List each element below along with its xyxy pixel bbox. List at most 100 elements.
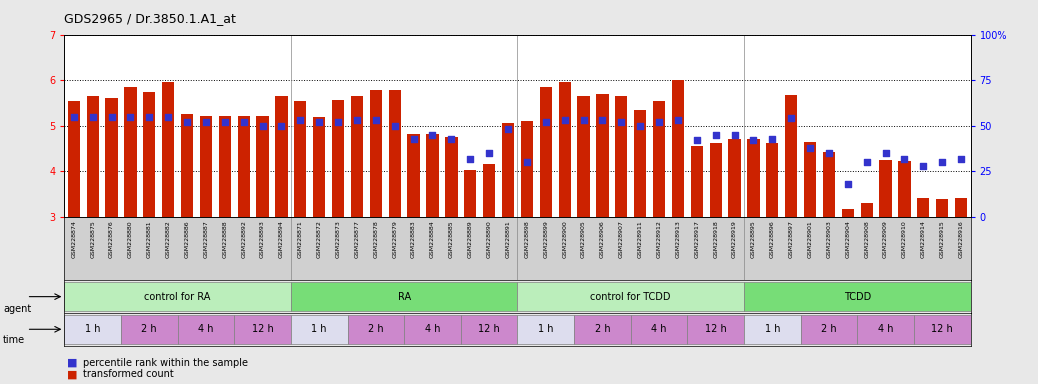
Bar xyxy=(596,94,608,217)
Point xyxy=(217,119,234,125)
Bar xyxy=(291,282,517,311)
Bar xyxy=(332,100,345,217)
Bar xyxy=(256,116,269,217)
Text: GSM228878: GSM228878 xyxy=(374,220,379,258)
Bar xyxy=(517,282,744,311)
Bar xyxy=(955,198,967,217)
Text: GSM228914: GSM228914 xyxy=(921,220,926,258)
Point xyxy=(651,119,667,125)
Point xyxy=(481,150,497,156)
Text: time: time xyxy=(3,335,25,345)
Text: GSM228888: GSM228888 xyxy=(222,220,227,258)
Point xyxy=(84,114,101,120)
Bar xyxy=(785,95,797,217)
Text: 1 h: 1 h xyxy=(311,324,327,334)
Point xyxy=(443,136,460,142)
Point xyxy=(538,119,554,125)
Bar xyxy=(64,314,121,344)
Text: RA: RA xyxy=(398,291,411,302)
Point xyxy=(953,156,969,162)
Bar xyxy=(747,139,760,217)
Text: GSM228918: GSM228918 xyxy=(713,220,718,258)
Bar xyxy=(517,314,574,344)
Bar xyxy=(64,282,291,311)
Text: 12 h: 12 h xyxy=(705,324,727,334)
Point xyxy=(499,126,516,132)
Point xyxy=(745,137,762,144)
Bar xyxy=(540,87,552,217)
Point xyxy=(727,132,743,138)
Bar xyxy=(690,146,703,217)
Text: 4 h: 4 h xyxy=(651,324,666,334)
Bar xyxy=(631,314,687,344)
Text: agent: agent xyxy=(3,304,31,314)
Text: 4 h: 4 h xyxy=(198,324,214,334)
Point xyxy=(670,117,686,123)
Text: GSM228875: GSM228875 xyxy=(90,220,95,258)
Text: GSM228895: GSM228895 xyxy=(750,220,756,258)
Text: GSM228885: GSM228885 xyxy=(448,220,454,258)
Bar xyxy=(501,124,514,217)
Text: GSM228872: GSM228872 xyxy=(317,220,322,258)
Text: TCDD: TCDD xyxy=(844,291,871,302)
Bar xyxy=(235,314,291,344)
Bar xyxy=(313,117,325,217)
Point xyxy=(273,123,290,129)
Bar xyxy=(427,134,439,217)
Text: GSM228906: GSM228906 xyxy=(600,220,605,258)
Text: transformed count: transformed count xyxy=(83,369,173,379)
Bar xyxy=(461,314,517,344)
Point xyxy=(632,123,649,129)
Text: GSM228881: GSM228881 xyxy=(146,220,152,258)
Point xyxy=(916,163,932,169)
Text: percentile rank within the sample: percentile rank within the sample xyxy=(83,358,248,368)
Point xyxy=(877,150,894,156)
Text: GSM228900: GSM228900 xyxy=(563,220,567,258)
Point xyxy=(896,156,912,162)
Bar xyxy=(294,101,306,217)
Point xyxy=(103,114,119,120)
Bar xyxy=(558,83,571,217)
Bar xyxy=(125,87,137,217)
Text: GSM228892: GSM228892 xyxy=(241,220,246,258)
Point xyxy=(122,114,139,120)
Text: 12 h: 12 h xyxy=(251,324,273,334)
Bar xyxy=(879,160,892,217)
Point xyxy=(575,117,592,123)
Text: GSM228904: GSM228904 xyxy=(845,220,850,258)
Bar xyxy=(351,96,363,217)
Bar xyxy=(672,80,684,217)
Bar xyxy=(687,314,744,344)
Bar xyxy=(388,90,401,217)
Text: GSM228916: GSM228916 xyxy=(958,220,963,258)
Text: GSM228896: GSM228896 xyxy=(770,220,774,258)
Point xyxy=(292,117,308,123)
Point xyxy=(858,159,875,166)
Bar xyxy=(181,114,193,217)
Point xyxy=(141,114,158,120)
Bar xyxy=(800,314,857,344)
Bar xyxy=(464,170,476,217)
Bar xyxy=(219,116,231,217)
Point xyxy=(801,145,818,151)
Bar xyxy=(177,314,235,344)
Text: GSM228893: GSM228893 xyxy=(261,220,265,258)
Text: GSM228909: GSM228909 xyxy=(883,220,889,258)
Bar xyxy=(913,314,971,344)
Text: GSM228901: GSM228901 xyxy=(808,220,813,258)
Text: GSM228912: GSM228912 xyxy=(656,220,661,258)
Bar xyxy=(766,143,778,217)
Text: GSM228873: GSM228873 xyxy=(335,220,340,258)
Bar xyxy=(898,161,910,217)
Point xyxy=(934,159,951,166)
Bar xyxy=(634,110,647,217)
Text: GSM228874: GSM228874 xyxy=(72,220,77,258)
Text: GSM228899: GSM228899 xyxy=(543,220,548,258)
Bar xyxy=(744,314,800,344)
Text: GSM228876: GSM228876 xyxy=(109,220,114,258)
Point xyxy=(367,117,384,123)
Point xyxy=(764,136,781,142)
Bar xyxy=(842,209,854,217)
Text: GSM228907: GSM228907 xyxy=(619,220,624,258)
Bar xyxy=(408,134,419,217)
